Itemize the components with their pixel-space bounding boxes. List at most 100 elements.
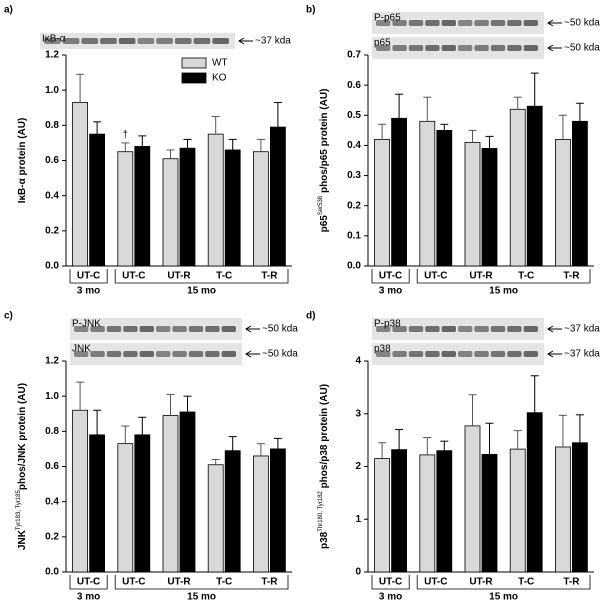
blot-band	[106, 326, 122, 332]
blot-band	[441, 326, 456, 332]
group-bracket	[371, 269, 410, 284]
blot-band	[193, 38, 211, 44]
blot-arrow	[547, 44, 562, 52]
blot-band	[62, 38, 80, 44]
blot-arrow	[245, 325, 260, 333]
blot-band	[425, 351, 440, 357]
y-label-main: p65	[319, 215, 330, 233]
bar	[391, 449, 408, 573]
bar	[252, 151, 269, 267]
blot-band	[74, 351, 89, 357]
y-tick-label: 3	[355, 408, 361, 419]
group-bracket	[416, 575, 591, 590]
blot-band	[205, 351, 220, 357]
y-axis-label: p38Thr180, Tyr182 phos/p38 protein (AU)	[318, 384, 330, 549]
y-tick-label: 1	[355, 514, 361, 525]
blot-band	[156, 326, 171, 332]
bar	[481, 148, 498, 267]
y-label-main: JNK	[17, 529, 28, 550]
blot-size: ~50 kda	[262, 349, 298, 360]
x-tick-label: UT-C	[77, 271, 100, 282]
blot-band	[490, 351, 506, 357]
y-label-rest: phos/p38 protein (AU)	[319, 384, 330, 491]
y-tick-label: 0.2	[347, 200, 361, 211]
blot-band	[523, 45, 538, 51]
y-axis-label: p65Ser536 phos/p65 protein (AU)	[318, 89, 330, 233]
blot-band	[188, 351, 204, 357]
legend-label: KO	[212, 73, 227, 84]
y-tick-label: 0.6	[347, 80, 361, 91]
bar	[207, 464, 224, 573]
y-label-rest: phos/p65 protein (AU)	[319, 89, 330, 196]
group-label: 15 mo	[489, 286, 518, 297]
bar	[179, 147, 196, 267]
blot-band	[139, 351, 154, 357]
blot-label: P-JNK	[72, 319, 101, 330]
blot-band	[408, 45, 424, 51]
bar	[509, 448, 526, 573]
x-tick-label: T-C	[216, 271, 232, 282]
blot-band	[490, 326, 506, 332]
blot-band	[408, 20, 424, 26]
x-tick-label: UT-C	[424, 271, 447, 282]
blot-band	[74, 326, 89, 332]
y-tick-label: 1.2	[45, 50, 59, 61]
bar	[555, 446, 571, 573]
x-tick-label: UT-R	[167, 271, 191, 282]
y-tick-label: 0.4	[45, 496, 59, 507]
y-tick-label: 0.5	[347, 110, 361, 121]
blot-band	[221, 351, 236, 357]
y-tick-label: 0	[355, 567, 361, 578]
group-label: 3 mo	[77, 286, 100, 297]
bar	[391, 117, 408, 267]
blot-size: ~37 kda	[564, 324, 600, 335]
blot-size: ~37 kda	[255, 36, 291, 47]
x-tick-label: T-R	[261, 271, 278, 282]
bar	[134, 434, 151, 573]
bar	[224, 450, 241, 573]
y-tick-label: 0.8	[45, 426, 59, 437]
panel-label: a)	[4, 5, 13, 16]
y-tick-label: 0.4	[347, 140, 361, 151]
y-tick-label: 0.0	[45, 567, 59, 578]
legend-label: WT	[212, 58, 228, 69]
x-tick-label: UT-C	[122, 271, 145, 282]
bar	[117, 443, 134, 573]
bar	[572, 442, 588, 573]
bar	[89, 434, 105, 573]
y-label-sup: Thr180, Tyr182	[318, 491, 324, 532]
blot-band	[205, 326, 220, 332]
bar	[179, 411, 196, 573]
blot-band	[392, 351, 407, 357]
blot-band	[523, 326, 538, 332]
x-tick-label: UT-R	[167, 577, 191, 588]
legend-swatch	[181, 72, 207, 84]
blot-label: p65	[374, 38, 391, 49]
blot-band	[523, 20, 538, 26]
y-tick-label: 0.3	[347, 170, 361, 181]
bar	[572, 120, 588, 267]
blot-band	[90, 326, 105, 332]
blot-band	[392, 20, 407, 26]
blot-band	[392, 45, 407, 51]
blot-band	[137, 38, 155, 44]
blot-band	[441, 351, 456, 357]
bar	[419, 120, 436, 267]
blot-band	[425, 326, 440, 332]
y-label-sup: Ser536	[318, 195, 324, 215]
x-tick-label: T-C	[518, 271, 534, 282]
blot-band	[507, 45, 522, 51]
blot-label: P-p38	[374, 319, 401, 330]
x-tick-label: UT-R	[469, 271, 493, 282]
group-bracket	[114, 575, 289, 590]
bar	[464, 142, 481, 267]
group-label: 15 mo	[489, 592, 518, 603]
blot-band	[221, 326, 236, 332]
group-label: 15 mo	[187, 286, 216, 297]
blot-size: ~50 kda	[564, 43, 600, 54]
y-tick-label: 0.0	[45, 261, 59, 272]
y-tick-label: 0.8	[45, 120, 59, 131]
blot-arrow	[547, 19, 562, 27]
bar	[162, 415, 179, 573]
